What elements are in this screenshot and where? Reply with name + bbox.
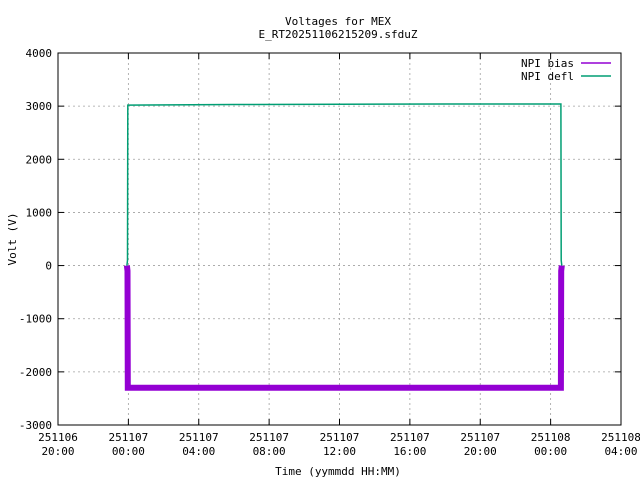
y-tick-label-0: 0: [45, 260, 52, 273]
x-tick-label-date: 251108: [601, 431, 640, 444]
x-tick-label-time: 20:00: [41, 445, 74, 458]
x-tick-label-date: 251107: [249, 431, 289, 444]
y-axis-label: Volt (V): [6, 213, 19, 266]
legend-label-npi-defl: NPI defl: [521, 70, 574, 83]
x-tick-label-time: 00:00: [534, 445, 567, 458]
series-layer: [123, 103, 565, 391]
x-tick-label-date: 251108: [531, 431, 571, 444]
legend: NPI bias NPI defl: [521, 57, 611, 83]
x-tick-label-time: 12:00: [323, 445, 356, 458]
x-tick-label-time: 04:00: [182, 445, 215, 458]
legend-label-npi-bias: NPI bias: [521, 57, 574, 70]
chart-title: Voltages for MEX: [285, 15, 391, 28]
y-tick-label-1000: 1000: [26, 206, 53, 219]
y-tick-label-2000: 2000: [26, 153, 53, 166]
x-tick-label-date: 251107: [179, 431, 219, 444]
y-tick-label--2000: -2000: [19, 366, 52, 379]
axis-ticks: -3000-2000-10000100020003000400025110620…: [19, 47, 640, 458]
chart-subtitle: E_RT20251106215209.sfduZ: [259, 28, 418, 41]
x-tick-label-date: 251106: [38, 431, 78, 444]
y-tick-label-4000: 4000: [26, 47, 53, 60]
x-tick-label-date: 251107: [320, 431, 360, 444]
x-tick-label-time: 16:00: [393, 445, 426, 458]
series-line-npi-defl: [126, 103, 563, 266]
x-tick-label-date: 251107: [109, 431, 149, 444]
x-tick-label-date: 251107: [460, 431, 500, 444]
grid-lines: [58, 53, 621, 425]
x-tick-label-time: 20:00: [464, 445, 497, 458]
y-tick-label--1000: -1000: [19, 313, 52, 326]
series-line-npi-bias: [123, 265, 565, 391]
x-tick-label-date: 251107: [390, 431, 430, 444]
x-tick-label-time: 00:00: [112, 445, 145, 458]
x-axis-label: Time (yymmdd HH:MM): [275, 465, 401, 478]
x-tick-label-time: 08:00: [253, 445, 286, 458]
x-tick-label-time: 04:00: [604, 445, 637, 458]
y-tick-label-3000: 3000: [26, 100, 53, 113]
y-tick-label--3000: -3000: [19, 419, 52, 432]
